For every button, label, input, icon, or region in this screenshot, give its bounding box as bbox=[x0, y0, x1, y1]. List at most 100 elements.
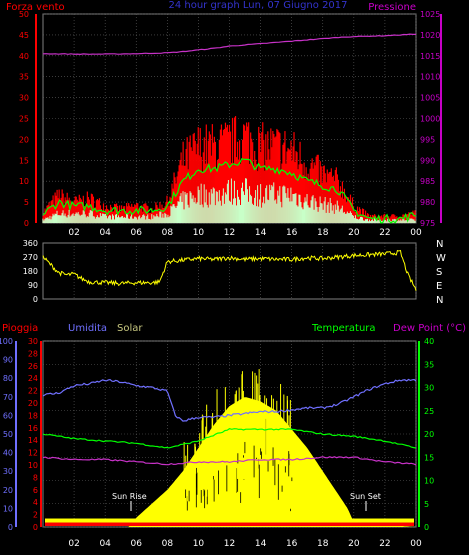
rain-tick-label: 12 bbox=[28, 449, 38, 458]
x-tick-label: 12 bbox=[224, 228, 235, 238]
humidity-tick-label: 40 bbox=[3, 449, 13, 458]
pressure-tick-label: 975 bbox=[420, 219, 435, 228]
temperature-label: Temperatura bbox=[311, 323, 376, 334]
humidity-tick-label: 90 bbox=[3, 356, 13, 365]
x-tick-label: 14 bbox=[255, 539, 267, 549]
humidity-tick-label: 50 bbox=[3, 430, 13, 439]
humidity-line bbox=[42, 378, 417, 422]
rain-tick-label: 24 bbox=[28, 374, 38, 383]
temperature-tick-label: 30 bbox=[424, 384, 434, 393]
x-tick-label: 16 bbox=[286, 228, 298, 238]
rain-tick-label: 2 bbox=[33, 511, 38, 520]
humidity-label: Umidita bbox=[68, 323, 107, 334]
rain-tick-label: 16 bbox=[28, 424, 38, 433]
wind-series-lines bbox=[42, 33, 417, 224]
rain-tick-label: 4 bbox=[33, 498, 38, 507]
direction-tick-label: 270 bbox=[23, 253, 38, 262]
wind-tick-label: 15 bbox=[19, 156, 29, 165]
x-tick-label: 06 bbox=[131, 539, 143, 549]
x-tick-label: 10 bbox=[193, 539, 205, 549]
humidity-tick-label: 60 bbox=[3, 411, 13, 420]
compass-label: E bbox=[436, 281, 442, 292]
x-tick-label: 12 bbox=[224, 539, 235, 549]
pressure-tick-label: 990 bbox=[420, 156, 435, 165]
humidity-tick-label: 0 bbox=[8, 523, 13, 532]
temperature-tick-label: 35 bbox=[424, 360, 434, 369]
x-tick-label: 00 bbox=[410, 539, 422, 549]
humidity-tick-label: 70 bbox=[3, 393, 13, 402]
rain-tick-label: 10 bbox=[28, 461, 38, 470]
rain-tick-label: 20 bbox=[28, 399, 38, 408]
rain-tick-label: 22 bbox=[28, 387, 38, 396]
pressure-tick-label: 1020 bbox=[420, 31, 440, 40]
wind-tick-label: 25 bbox=[19, 115, 29, 124]
humidity-tick-label: 10 bbox=[3, 504, 13, 513]
temperature-tick-label: 25 bbox=[424, 407, 434, 416]
x-tick-label: 00 bbox=[410, 228, 422, 238]
pressure-tick-label: 1005 bbox=[420, 94, 440, 103]
wind-tick-label: 10 bbox=[19, 177, 29, 186]
solar-label: Solar bbox=[117, 323, 143, 334]
dew-point-line bbox=[42, 456, 417, 466]
x-tick-label: 14 bbox=[255, 228, 267, 238]
compass-label: S bbox=[436, 267, 442, 278]
x-tick-label: 02 bbox=[68, 228, 79, 238]
pressure-tick-label: 1025 bbox=[420, 10, 440, 19]
x-tick-label: 22 bbox=[379, 539, 390, 549]
humidity-tick-label: 30 bbox=[3, 467, 13, 476]
solar-baseline bbox=[45, 518, 414, 523]
x-tick-label: 10 bbox=[193, 228, 205, 238]
x-tick-label: 20 bbox=[348, 228, 360, 238]
dew-point-label: Dew Point (°C) bbox=[393, 323, 466, 334]
rain-tick-label: 18 bbox=[28, 411, 38, 420]
x-tick-label: 18 bbox=[317, 228, 329, 238]
wind-axes: 0510152025303540455097598098599099510001… bbox=[19, 10, 442, 228]
pressure-tick-label: 980 bbox=[420, 198, 435, 207]
pressure-tick-label: 985 bbox=[420, 177, 435, 186]
rain-tick-label: 14 bbox=[28, 436, 38, 445]
sunset-annotation: Sun Set bbox=[350, 492, 381, 501]
wind-axis-label: Forza vento bbox=[6, 2, 65, 13]
x-tick-label: 08 bbox=[162, 228, 174, 238]
rain-tick-label: 8 bbox=[33, 473, 38, 482]
x-tick-label: 22 bbox=[379, 228, 390, 238]
x-tick-label: 16 bbox=[286, 539, 298, 549]
wind-gust-bars bbox=[42, 116, 416, 223]
direction-tick-label: 180 bbox=[23, 267, 38, 276]
pressure-line bbox=[42, 33, 416, 56]
x-tick-label: 18 bbox=[317, 539, 329, 549]
sunrise-annotation: Sun Rise bbox=[112, 492, 147, 501]
wind-direction-line bbox=[42, 249, 417, 291]
chart-title: 24 hour graph Lun, 07 Giugno 2017 bbox=[168, 0, 347, 11]
rain-tick-label: 6 bbox=[33, 486, 38, 495]
wind-tick-label: 35 bbox=[19, 73, 29, 82]
temperature-tick-label: 20 bbox=[424, 430, 434, 439]
x-tick-label: 20 bbox=[348, 539, 360, 549]
pressure-tick-label: 1010 bbox=[420, 73, 440, 82]
climate-axes: 0102030405060708090100024681012141618202… bbox=[0, 337, 434, 532]
compass-label: W bbox=[436, 253, 446, 264]
wind-tick-label: 20 bbox=[19, 135, 29, 144]
temperature-tick-label: 0 bbox=[424, 523, 429, 532]
pressure-tick-label: 1015 bbox=[420, 52, 440, 61]
temperature-tick-label: 40 bbox=[424, 337, 434, 346]
humidity-tick-label: 80 bbox=[3, 374, 13, 383]
compass-label: N bbox=[436, 239, 443, 250]
wind-average-line bbox=[42, 157, 417, 224]
wind-direction-series bbox=[42, 249, 417, 291]
direction-tick-label: 0 bbox=[33, 295, 38, 304]
rain-tick-label: 0 bbox=[33, 523, 38, 532]
wind-tick-label: 40 bbox=[19, 52, 29, 61]
x-tick-label: 08 bbox=[162, 539, 174, 549]
wind-tick-label: 45 bbox=[19, 31, 29, 40]
rain-tick-label: 30 bbox=[28, 337, 38, 346]
x-tick-label: 02 bbox=[68, 539, 79, 549]
pressure-axis-label: Pressione bbox=[368, 2, 416, 13]
rain-tick-label: 28 bbox=[28, 349, 38, 358]
x-tick-label: 06 bbox=[131, 228, 143, 238]
rain-tick-label: 26 bbox=[28, 362, 38, 371]
climate-series-lines bbox=[42, 378, 417, 466]
wind-tick-label: 30 bbox=[19, 94, 29, 103]
